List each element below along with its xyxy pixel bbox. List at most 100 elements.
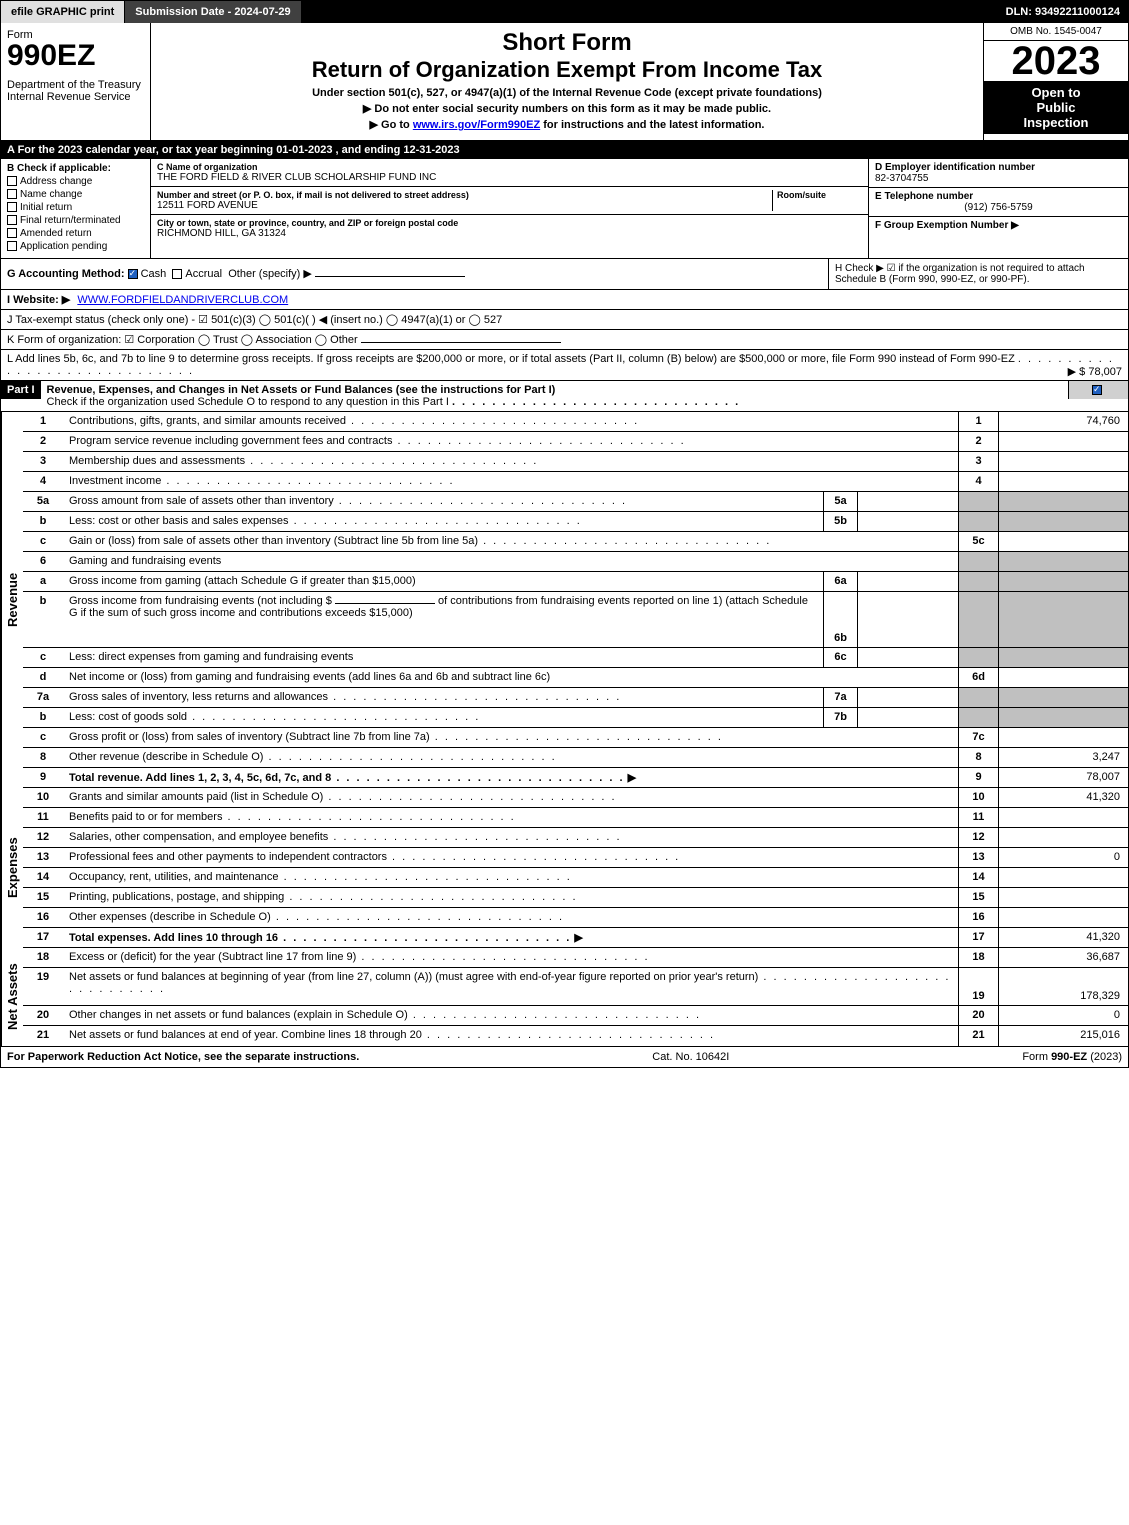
line-desc: Net income or (loss) from gaming and fun… [63,668,958,687]
line-9: 9 Total revenue. Add lines 1, 2, 3, 4, 5… [23,768,1128,788]
city-label: City or town, state or province, country… [157,218,862,228]
column-c: C Name of organization THE FORD FIELD & … [151,159,868,258]
k-text: K Form of organization: ☑ Corporation ◯ … [7,334,358,346]
checkbox-icon [7,176,17,186]
accounting-method: G Accounting Method: Cash Accrual Other … [1,259,828,289]
efile-print-button[interactable]: efile GRAPHIC print [1,1,125,23]
addr-value: 12511 FORD AVENUE [157,200,772,211]
tax-year: 2023 [984,41,1128,81]
line-num: c [23,532,63,551]
line-rnum: 7c [958,728,998,747]
checkbox-icon [7,202,17,212]
website-link[interactable]: WWW.FORDFIELDANDRIVERCLUB.COM [77,294,288,306]
line-desc: Membership dues and assessments [63,452,958,471]
submission-date-button[interactable]: Submission Date - 2024-07-29 [125,1,301,23]
chk-name-change[interactable]: Name change [7,189,144,200]
net-assets-section: Net Assets 18 Excess or (deficit) for th… [1,948,1128,1046]
org-addr-row: Number and street (or P. O. box, if mail… [151,187,868,215]
ein-row: D Employer identification number 82-3704… [869,159,1128,188]
ein-value: 82-3704755 [875,173,1122,184]
shaded-cell [958,492,998,511]
line-num: c [23,728,63,747]
line-rnum: 3 [958,452,998,471]
line-num: b [23,708,63,727]
line-desc: Gross income from fundraising events (no… [63,592,823,647]
sub-num: 7a [823,688,858,707]
row-k-form-org: K Form of organization: ☑ Corporation ◯ … [1,330,1128,350]
line-value: 178,329 [998,968,1128,1005]
org-city-row: City or town, state or province, country… [151,215,868,242]
line-desc: Gross sales of inventory, less returns a… [63,688,823,707]
part-1-title: Revenue, Expenses, and Changes in Net As… [41,381,1068,411]
inspection-line3: Inspection [988,115,1124,130]
inspection-box: Open to Public Inspection [984,81,1128,134]
chk-label-initial: Initial return [20,202,72,213]
checkbox-icon [7,189,17,199]
line-value [998,532,1128,551]
line-num: 18 [23,948,63,967]
shaded-cell [998,572,1128,591]
line-desc: Gross income from gaming (attach Schedul… [63,572,823,591]
line-3: 3 Membership dues and assessments 3 [23,452,1128,472]
g-label: G Accounting Method: [7,268,125,280]
line-rnum: 16 [958,908,998,927]
sub-num: 6c [823,648,858,667]
line-rnum: 15 [958,888,998,907]
line-value: 0 [998,1006,1128,1025]
checkbox-checked-icon [128,269,138,279]
j-text: J Tax-exempt status (check only one) - ☑… [7,314,502,326]
line-12: 12 Salaries, other compensation, and emp… [23,828,1128,848]
line-value [998,908,1128,927]
line-desc: Gaming and fundraising events [63,552,958,571]
line-desc: Less: cost of goods sold [63,708,823,727]
line-19: 19 Net assets or fund balances at beginn… [23,968,1128,1006]
title-short-form: Short Form [161,29,973,57]
row-l-gross-receipts: L Add lines 5b, 6c, and 7b to line 9 to … [1,350,1128,381]
line-desc: Net assets or fund balances at end of ye… [63,1026,958,1046]
sub-num: 7b [823,708,858,727]
line-num: 15 [23,888,63,907]
line-rnum: 19 [958,968,998,1005]
l-text: L Add lines 5b, 6c, and 7b to line 9 to … [7,353,1015,365]
checkbox-checked-icon[interactable] [1092,385,1102,395]
line-rnum: 10 [958,788,998,807]
sub-val [858,592,958,647]
part-1-checkbox-col [1068,381,1128,399]
part-1-check-text: Check if the organization used Schedule … [47,396,449,408]
chk-initial-return[interactable]: Initial return [7,202,144,213]
irs-link[interactable]: www.irs.gov/Form990EZ [413,119,540,131]
subtitle-ssn-warning: ▶ Do not enter social security numbers o… [161,102,973,115]
line-rnum: 13 [958,848,998,867]
line-rnum: 17 [958,928,998,947]
line-desc: Less: cost or other basis and sales expe… [63,512,823,531]
addr-label: Number and street (or P. O. box, if mail… [157,190,772,200]
line-num: 9 [23,768,63,787]
shaded-cell [958,512,998,531]
shaded-cell [998,512,1128,531]
line-value [998,888,1128,907]
line-desc: Excess or (deficit) for the year (Subtra… [63,948,958,967]
footer-paperwork: For Paperwork Reduction Act Notice, see … [7,1051,359,1063]
chk-address-change[interactable]: Address change [7,176,144,187]
line-21: 21 Net assets or fund balances at end of… [23,1026,1128,1046]
chk-amended-return[interactable]: Amended return [7,228,144,239]
line-4: 4 Investment income 4 [23,472,1128,492]
line-value [998,828,1128,847]
chk-application-pending[interactable]: Application pending [7,241,144,252]
row-gh: G Accounting Method: Cash Accrual Other … [1,259,1128,290]
line-desc: Contributions, gifts, grants, and simila… [63,412,958,431]
line-rnum: 6d [958,668,998,687]
subtitle-section: Under section 501(c), 527, or 4947(a)(1)… [161,87,973,99]
line-desc: Salaries, other compensation, and employ… [63,828,958,847]
sub-val [858,648,958,667]
part-1-title-text: Revenue, Expenses, and Changes in Net As… [47,384,556,396]
shaded-cell [958,572,998,591]
group-exemption-row: F Group Exemption Number ▶ [869,217,1128,234]
org-name-label: C Name of organization [157,162,862,172]
line-num: 3 [23,452,63,471]
line-num: 17 [23,928,63,947]
line-rnum: 2 [958,432,998,451]
shaded-cell [998,552,1128,571]
line-value [998,868,1128,887]
chk-final-return[interactable]: Final return/terminated [7,215,144,226]
